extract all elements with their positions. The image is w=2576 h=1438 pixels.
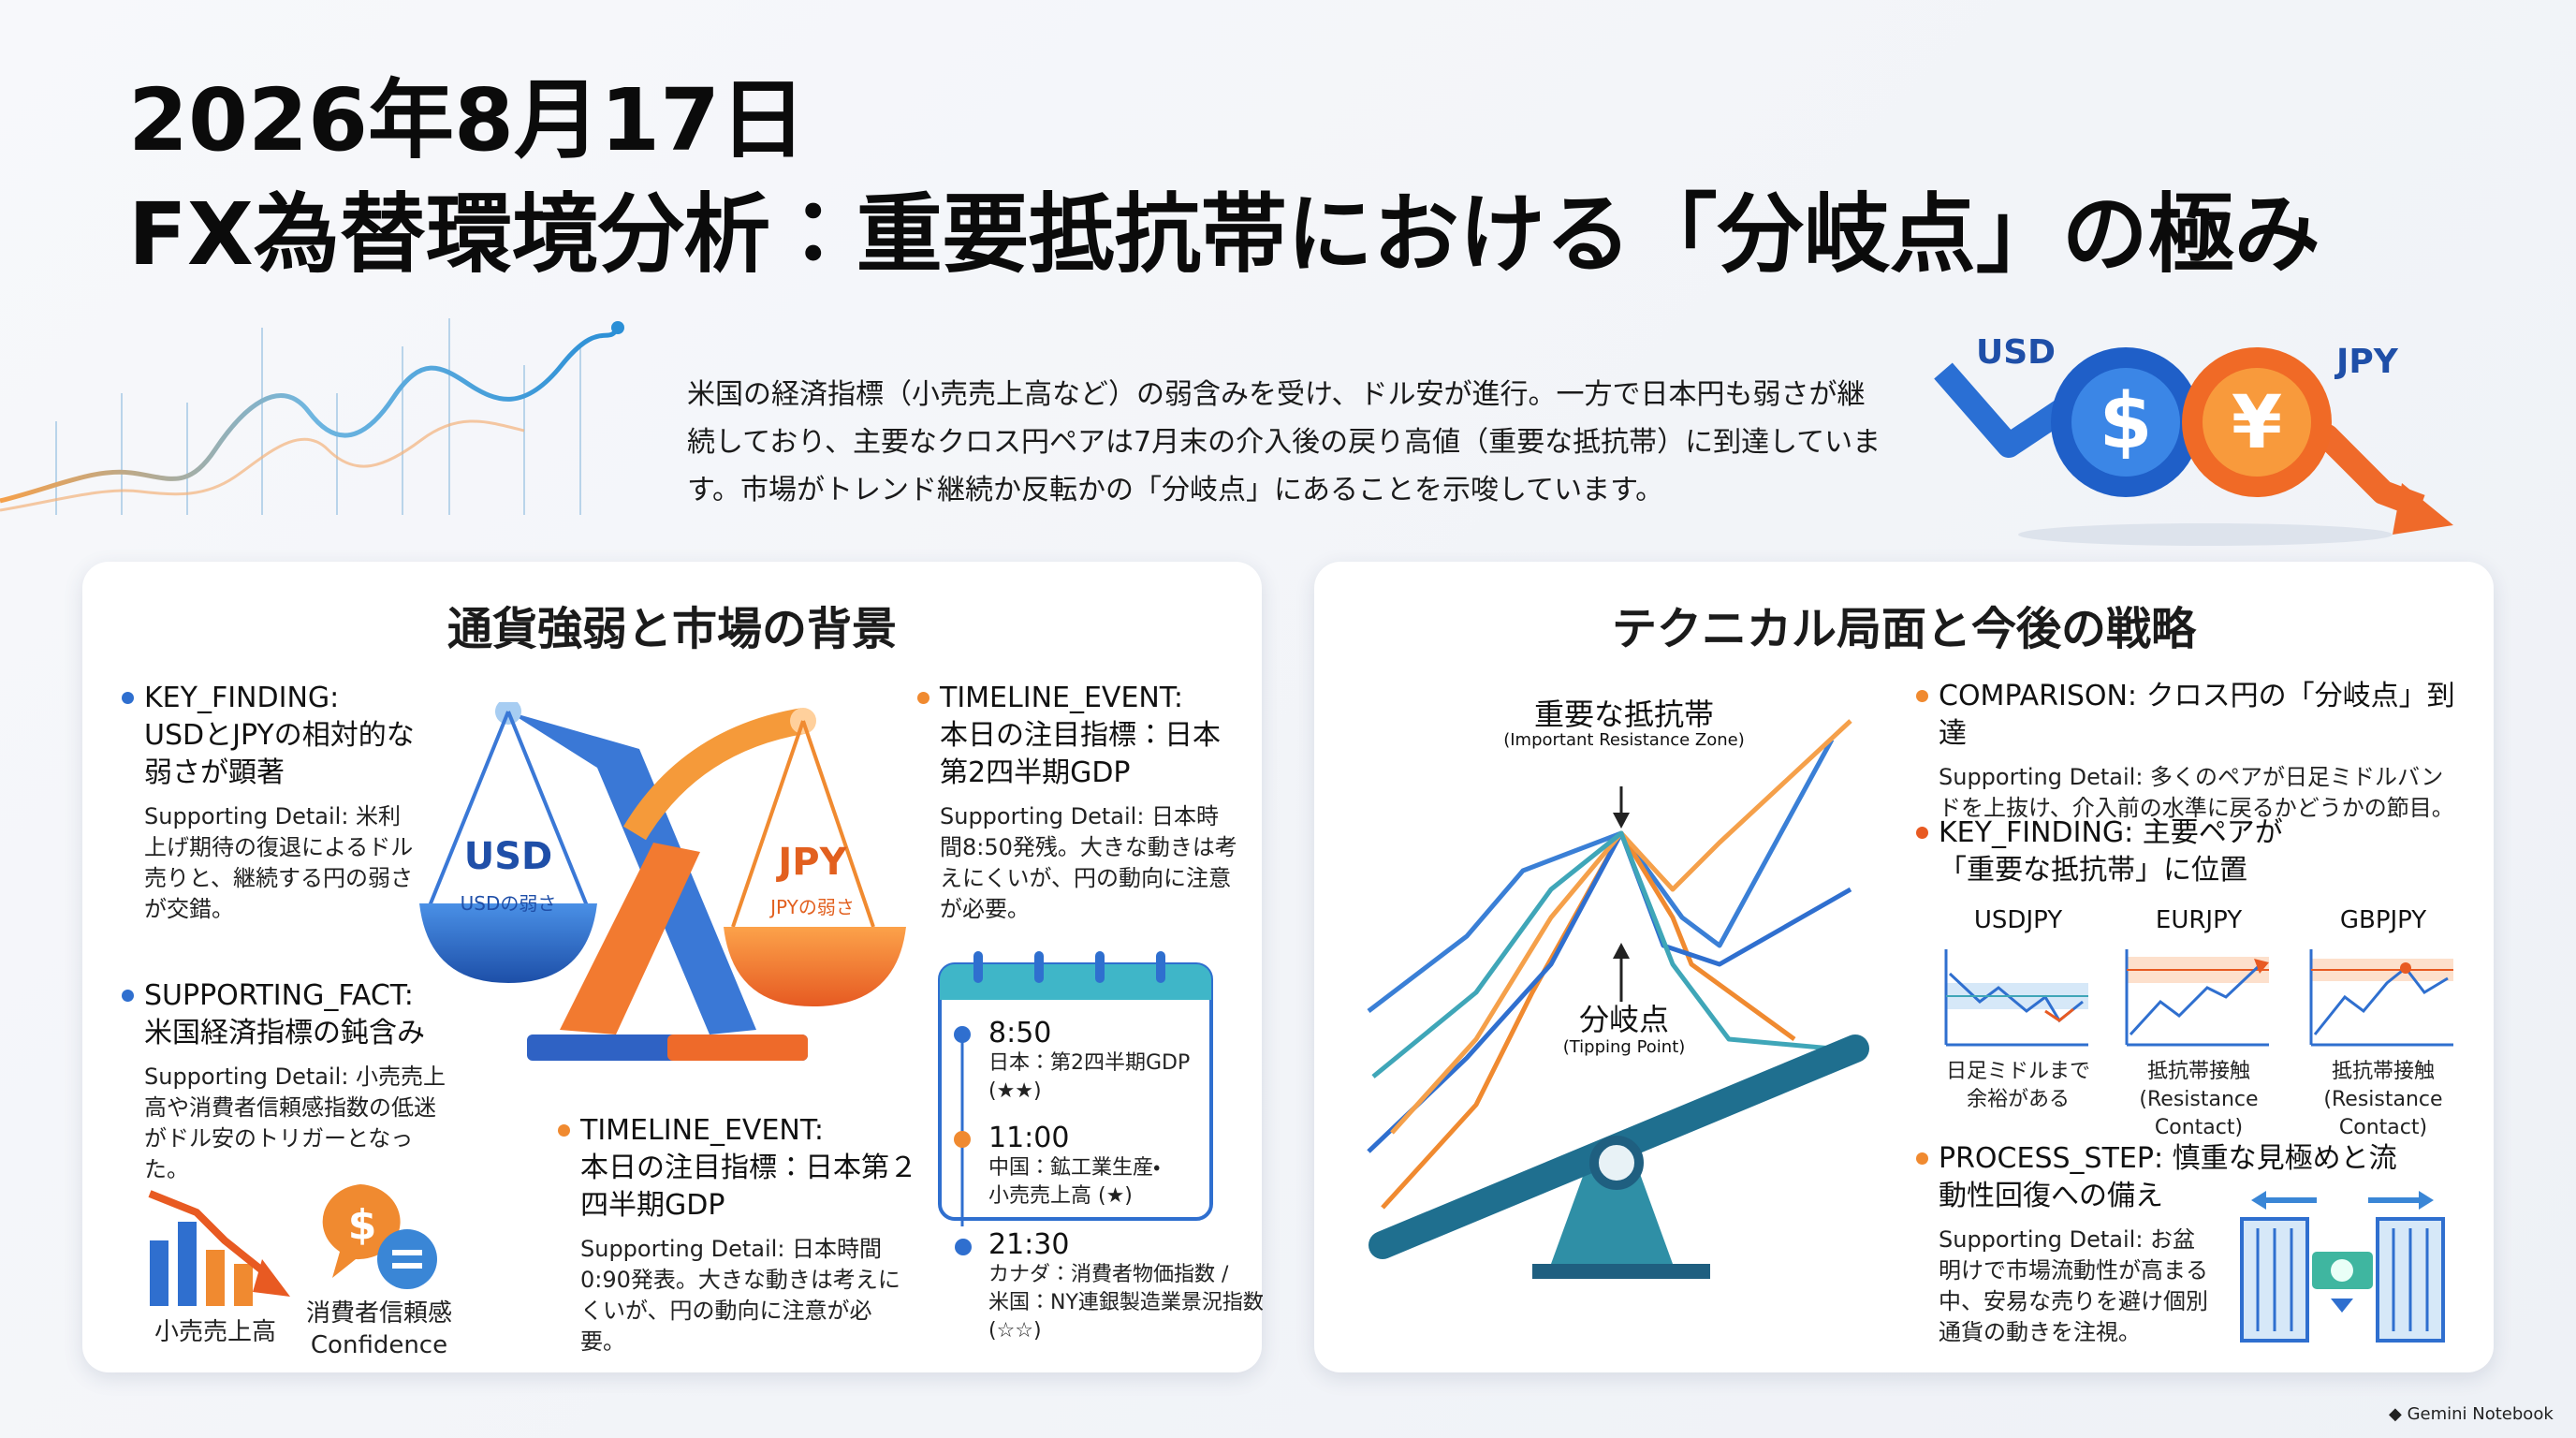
icon-label: 消費者信頼感 Confidence (305, 1299, 452, 1359)
heading: 本日の注目指標：日本第2四半期GDP (940, 719, 1221, 789)
event: カナダ：消費者物価指数 / 米国：NY連銀製造業景況指数 (☆☆) (988, 1263, 1264, 1343)
panel-title: 通貨強弱と市場の背景 (446, 603, 897, 655)
liquidity-icon (2240, 1191, 2445, 1343)
detail: Supporting Detail: 多くのペアが日足ミドルバンドを上抜け、介入… (1939, 764, 2454, 821)
currency-icon: $ ¥ USD JPY (1934, 333, 2453, 546)
mini-chart (2309, 949, 2453, 1047)
tipping-label: 分岐点 (1578, 1002, 1669, 1037)
time: 11:00 (988, 1122, 1070, 1154)
calendar-entry: 8:50 日本：第2四半期GDP (★★) (988, 1017, 1269, 1106)
tag: SUPPORTING_FACT: (144, 979, 414, 1012)
footer-text: Gemini Notebook (2407, 1404, 2554, 1424)
process-step: PROCESS_STEP: 慎重な見極めと流動性回復への備え Supportin… (1916, 1140, 2407, 1348)
icon-label: 小売売上高 (154, 1318, 276, 1346)
tag: COMPARISON: (1939, 680, 2138, 712)
pair-name: USDJPY (1973, 906, 2063, 934)
detail: Supporting Detail: 日本時間 0:90発表。大きな動きは考えに… (580, 1236, 900, 1355)
time: 8:50 (988, 1017, 1052, 1049)
main-title: FX為替環境分析：重要抵抗帯における「分岐点」の極み (128, 184, 2320, 285)
detail: Supporting Detail: 日本時間8:50発残。大きな動きは考えにく… (940, 803, 1237, 922)
pair-name: GBPJPY (2339, 906, 2427, 934)
tag: KEY_FINDING: (144, 682, 340, 714)
scale-left: USD (464, 835, 553, 878)
timeline-event: TIMELINE_EVENT: 本日の注目指標：日本第２四半期GDP Suppo… (558, 1112, 917, 1357)
supporting-fact: SUPPORTING_FACT: 米国経済指標の鈍含み Supporting D… (122, 977, 462, 1185)
tipping-sub: (Tipping Point) (1562, 1037, 1686, 1057)
event: 日本：第2四半期GDP (★★) (988, 1051, 1191, 1103)
scale-right: JPY (775, 841, 847, 884)
summary: 米国の経済指標（小売売上高など）の弱含みを受け、ドル安が進行。一方で日本円も弱さ… (687, 378, 1881, 506)
dollar-sign: $ (2099, 377, 2152, 466)
detail: Supporting Detail: 小売売上高や消費者信頼感指数の低迷がドル安… (144, 1064, 446, 1182)
tag: TIMELINE_EVENT: (940, 682, 1183, 714)
usd-label: USD (1976, 333, 2056, 372)
scale-left-sub: USDの弱さ (461, 892, 557, 915)
tag: KEY_FINDING: (1939, 816, 2134, 849)
tag: TIMELINE_EVENT: (580, 1114, 824, 1147)
mini-chart (2125, 949, 2269, 1047)
heading: 慎重な見極めと流動性回復への備え (1939, 1142, 2397, 1212)
resistance-sub: (Important Resistance Zone) (1503, 730, 1745, 750)
yen-sign: ¥ (2232, 381, 2282, 465)
heading: 本日の注目指標：日本第２四半期GDP (580, 1152, 917, 1222)
detail: Supporting Detail: 米利上げ期待の復退によるドル売りと、継続す… (144, 803, 414, 922)
jpy-label: JPY (2334, 343, 2399, 381)
sales-icon (148, 1190, 290, 1306)
date-title: 2026年8月17日 (128, 70, 807, 170)
scale-right-sub: JPYの弱さ (768, 896, 855, 918)
detail: Supporting Detail: お盆明けで市場流動性が高まる中、安易な売り… (1939, 1226, 2208, 1345)
resistance-label: 重要な抵抗帯 (1533, 697, 1714, 732)
heading: クロス円の「分岐点」到達 (1939, 680, 2455, 750)
confidence-icon: $ (322, 1184, 437, 1289)
calendar-entry: 11:00 中国：鉱工業生産・ 小売売上高 (★) (988, 1122, 1269, 1211)
heading: 主要ペアが「重要な抵抗帯」に位置 (1939, 816, 2283, 887)
pair-note: 抵抗帯接触 (Resistance Contact) (2139, 1060, 2259, 1139)
time: 21:30 (988, 1228, 1070, 1261)
tag: PROCESS_STEP: (1939, 1142, 2164, 1175)
pair-name: EURJPY (2155, 906, 2243, 934)
key-finding: KEY_FINDING: USDとJPYの相対的な弱さが顕著 Supportin… (122, 680, 434, 925)
timeline-event: TIMELINE_EVENT: 本日の注目指標：日本第2四半期GDP Suppo… (917, 680, 1239, 925)
event: 中国：鉱工業生産・ 小売売上高 (★) (988, 1156, 1161, 1208)
timeline-dot (955, 1239, 972, 1255)
pair-note: 抵抗帯接触 (Resistance Contact) (2323, 1060, 2443, 1139)
tipping-illustration (1367, 719, 1869, 1279)
balance-scale: USD USDの弱さ JPY JPYの弱さ (419, 702, 906, 1061)
mini-chart (1944, 949, 2088, 1047)
decorative-chart (0, 318, 624, 515)
footer: ◆ Gemini Notebook (2389, 1404, 2554, 1424)
pair-note: 日足ミドルまで 余裕がある (1945, 1060, 2090, 1111)
calendar-frame (938, 951, 1213, 1226)
comparison: COMPARISON: クロス円の「分岐点」到達 Supporting Deta… (1916, 678, 2481, 824)
calendar-entry: 21:30 カナダ：消費者物価指数 / 米国：NY連銀製造業景況指数 (☆☆) (988, 1228, 1269, 1345)
panel-title: テクニカル局面と今後の戦略 (1611, 603, 2196, 655)
heading: 米国経済指標の鈍含み (144, 1017, 425, 1049)
key-finding: KEY_FINDING: 主要ペアが「重要な抵抗帯」に位置 (1916, 814, 2313, 889)
dollar-sign: $ (348, 1201, 377, 1249)
heading: USDとJPYの相対的な弱さが顕著 (144, 719, 415, 789)
